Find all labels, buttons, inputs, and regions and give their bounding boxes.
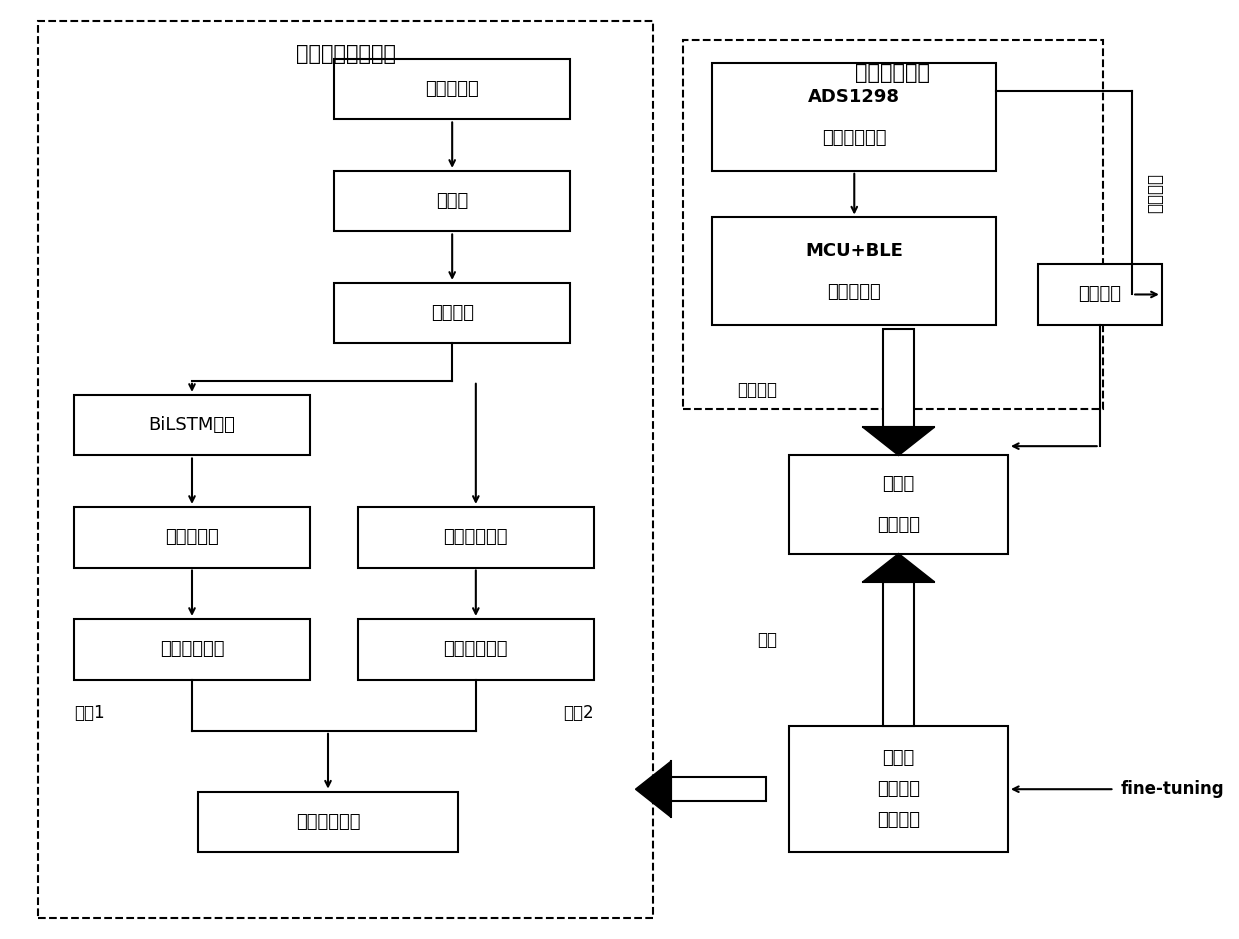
- FancyBboxPatch shape: [1037, 264, 1162, 325]
- Polygon shape: [636, 762, 672, 817]
- Text: 空间特征概率: 空间特征概率: [444, 640, 508, 658]
- Text: 异常检测: 异常检测: [877, 516, 921, 534]
- Text: 预处理: 预处理: [436, 192, 468, 210]
- Text: 残差模块: 残差模块: [431, 304, 473, 322]
- Bar: [883, 581, 914, 726]
- Text: 联合神经网络算法: 联合神经网络算法: [296, 44, 395, 64]
- Text: 移动端: 移动端: [882, 475, 914, 493]
- Text: 人工标注: 人工标注: [1078, 285, 1121, 303]
- Text: 部署: 部署: [757, 631, 777, 649]
- Text: 权值1: 权值1: [74, 703, 104, 721]
- FancyBboxPatch shape: [358, 619, 593, 680]
- FancyBboxPatch shape: [74, 507, 310, 567]
- Text: fine-tuning: fine-tuning: [1120, 780, 1224, 798]
- FancyBboxPatch shape: [712, 64, 996, 171]
- Text: 一体化芯片: 一体化芯片: [828, 283, 881, 300]
- Text: 蓝牙通信: 蓝牙通信: [737, 381, 777, 399]
- FancyBboxPatch shape: [335, 283, 570, 344]
- FancyBboxPatch shape: [789, 726, 1009, 853]
- FancyBboxPatch shape: [74, 619, 310, 680]
- FancyBboxPatch shape: [335, 59, 570, 119]
- FancyBboxPatch shape: [358, 507, 593, 567]
- Bar: [672, 777, 766, 801]
- Text: 机器学: 机器学: [882, 749, 914, 767]
- Text: 可穿戴式装置: 可穿戴式装置: [855, 63, 930, 83]
- FancyBboxPatch shape: [335, 171, 570, 232]
- Text: 少量样本: 少量样本: [1146, 173, 1165, 213]
- Text: 心电信号采集: 心电信号采集: [821, 129, 887, 146]
- FancyBboxPatch shape: [74, 394, 310, 455]
- Text: 心电数据库: 心电数据库: [425, 80, 479, 98]
- Text: ADS1298: ADS1298: [808, 87, 901, 105]
- Text: 训练测试: 训练测试: [877, 811, 921, 829]
- Text: 全局均值池化: 全局均值池化: [444, 528, 508, 546]
- Polygon shape: [864, 553, 934, 581]
- Text: 异常检测结果: 异常检测结果: [296, 813, 361, 831]
- Text: 注意力模块: 注意力模块: [165, 528, 219, 546]
- Text: 权值2: 权值2: [564, 703, 593, 721]
- FancyBboxPatch shape: [789, 455, 1009, 553]
- Text: 习服务器: 习服务器: [877, 780, 921, 798]
- Text: BiLSTM模块: BiLSTM模块: [149, 416, 235, 434]
- FancyBboxPatch shape: [712, 218, 996, 325]
- Bar: [883, 330, 914, 427]
- FancyBboxPatch shape: [198, 792, 458, 853]
- Text: 时序特征概率: 时序特征概率: [160, 640, 224, 658]
- Text: MCU+BLE: MCU+BLE: [805, 241, 903, 259]
- Polygon shape: [864, 427, 934, 455]
